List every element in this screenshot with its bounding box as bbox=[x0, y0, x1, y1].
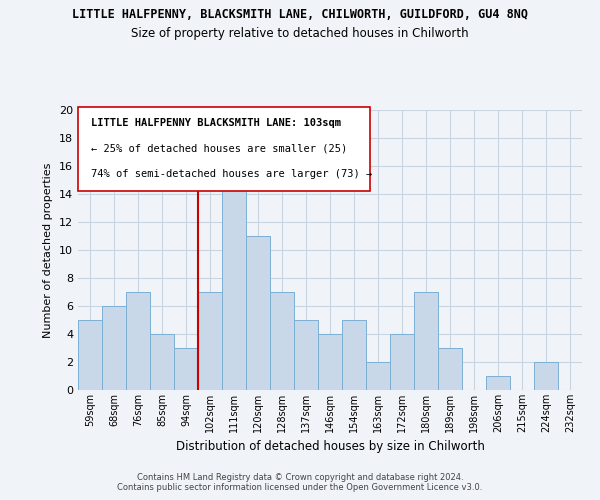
Bar bbox=[198, 292, 222, 390]
Bar bbox=[174, 348, 198, 390]
Bar bbox=[534, 362, 558, 390]
Bar bbox=[246, 236, 270, 390]
X-axis label: Distribution of detached houses by size in Chilworth: Distribution of detached houses by size … bbox=[176, 440, 484, 454]
Bar bbox=[270, 292, 294, 390]
Text: LITTLE HALFPENNY BLACKSMITH LANE: 103sqm: LITTLE HALFPENNY BLACKSMITH LANE: 103sqm bbox=[91, 118, 341, 128]
Bar bbox=[366, 362, 390, 390]
Bar bbox=[390, 334, 414, 390]
Bar bbox=[318, 334, 342, 390]
Bar bbox=[126, 292, 150, 390]
Text: LITTLE HALFPENNY, BLACKSMITH LANE, CHILWORTH, GUILDFORD, GU4 8NQ: LITTLE HALFPENNY, BLACKSMITH LANE, CHILW… bbox=[72, 8, 528, 20]
Text: 74% of semi-detached houses are larger (73) →: 74% of semi-detached houses are larger (… bbox=[91, 169, 372, 179]
Bar bbox=[102, 306, 126, 390]
Bar bbox=[294, 320, 318, 390]
FancyBboxPatch shape bbox=[78, 107, 370, 191]
Text: ← 25% of detached houses are smaller (25): ← 25% of detached houses are smaller (25… bbox=[91, 144, 347, 154]
Text: Size of property relative to detached houses in Chilworth: Size of property relative to detached ho… bbox=[131, 28, 469, 40]
Bar bbox=[150, 334, 174, 390]
Text: Contains public sector information licensed under the Open Government Licence v3: Contains public sector information licen… bbox=[118, 484, 482, 492]
Bar bbox=[342, 320, 366, 390]
Bar bbox=[414, 292, 438, 390]
Bar bbox=[222, 166, 246, 390]
Bar bbox=[438, 348, 462, 390]
Y-axis label: Number of detached properties: Number of detached properties bbox=[43, 162, 53, 338]
Text: Contains HM Land Registry data © Crown copyright and database right 2024.: Contains HM Land Registry data © Crown c… bbox=[137, 474, 463, 482]
Bar bbox=[78, 320, 102, 390]
Bar bbox=[486, 376, 510, 390]
